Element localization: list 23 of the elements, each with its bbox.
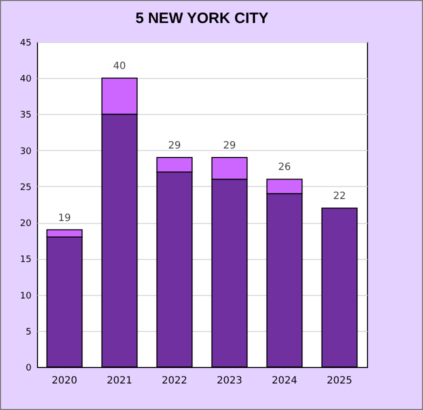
total-label: 19 xyxy=(58,212,71,224)
x-tick-label: 2023 xyxy=(216,376,242,386)
total-label: 22 xyxy=(333,191,346,202)
chart-title: 5 NEW YORK CITY xyxy=(135,10,269,27)
x-tick-label: 2025 xyxy=(326,376,352,386)
total-label: 29 xyxy=(168,140,181,152)
x-tick-label: 2021 xyxy=(106,376,132,386)
y-tick-label: 0 xyxy=(26,364,32,374)
y-tick-label: 5 xyxy=(26,327,32,338)
x-tick-label: 2020 xyxy=(52,376,78,386)
y-tick-label: 45 xyxy=(20,38,32,48)
y-tick-label: 35 xyxy=(20,110,32,121)
x-tick-label: 2022 xyxy=(162,376,188,386)
total-label: 26 xyxy=(278,162,291,174)
y-tick-label: 40 xyxy=(20,74,32,85)
y-tick-label: 15 xyxy=(20,255,32,266)
y-tick-label: 10 xyxy=(20,291,32,302)
x-tick-label: 2024 xyxy=(272,376,298,386)
y-tick-label: 20 xyxy=(20,219,32,230)
y-tick-label: 25 xyxy=(20,182,32,193)
total-label: 40 xyxy=(113,61,126,72)
total-label: 29 xyxy=(223,140,236,152)
y-tick-label: 30 xyxy=(20,146,32,157)
